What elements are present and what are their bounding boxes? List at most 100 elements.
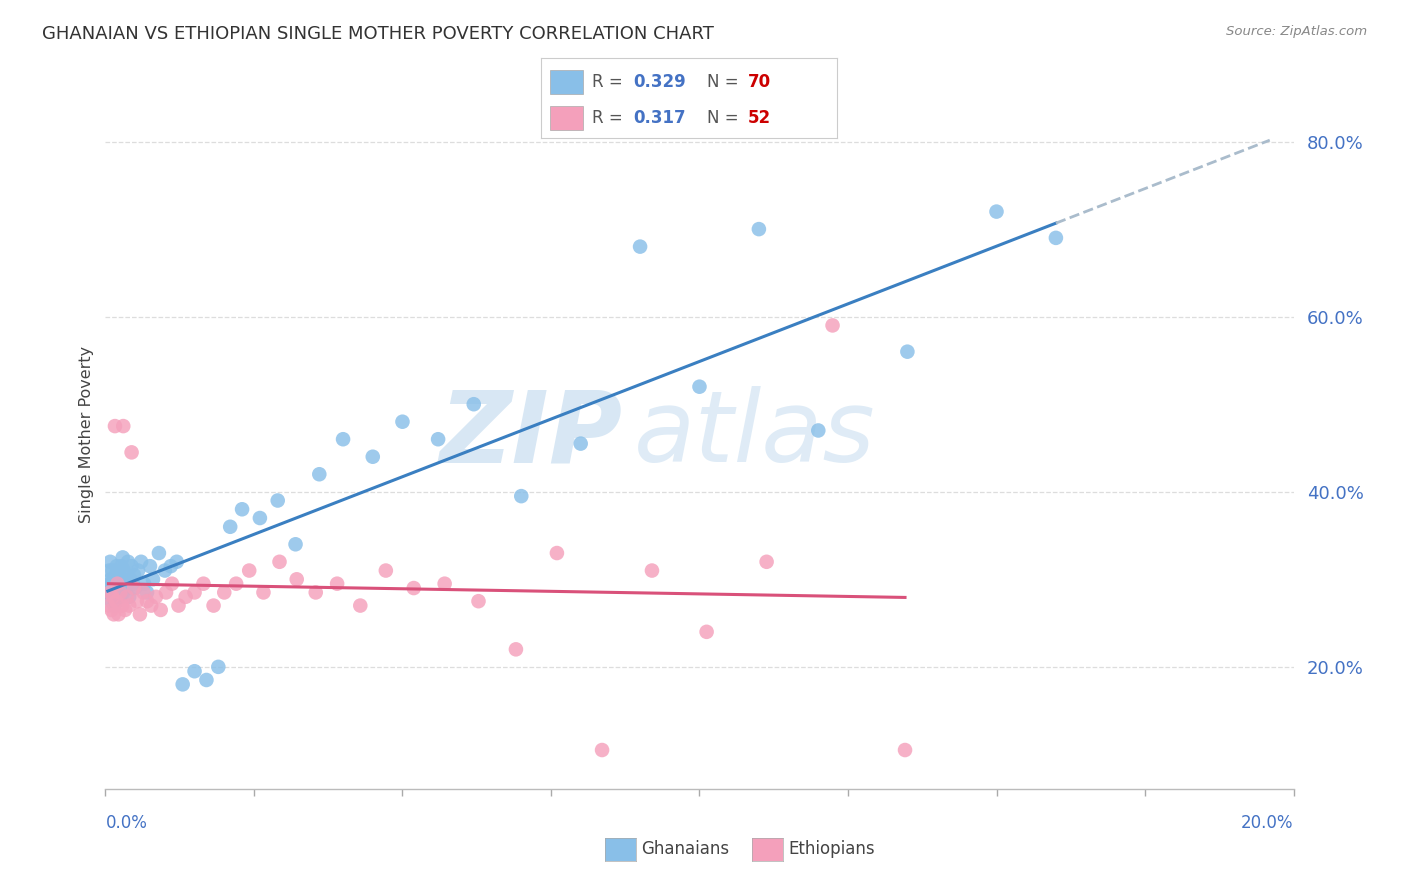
Point (174, 590, 197, 604)
Text: 52: 52 (748, 109, 770, 128)
Point (129, 555, 152, 569)
Point (225, 576, 247, 591)
Point (114, 603, 136, 617)
Point (139, 559, 162, 574)
Point (821, 318, 844, 333)
Point (108, 564, 131, 578)
Point (104, 590, 127, 604)
Point (195, 673, 218, 687)
Point (101, 576, 124, 591)
Point (105, 559, 128, 574)
Point (101, 590, 124, 604)
Point (105, 585, 128, 599)
Point (1045, 231, 1067, 245)
Point (361, 450, 384, 464)
Point (467, 594, 489, 608)
Point (193, 576, 215, 591)
Point (115, 590, 138, 604)
Point (122, 568, 145, 582)
Point (111, 599, 134, 613)
Point (986, 204, 1008, 219)
Point (107, 576, 129, 591)
Point (332, 432, 354, 446)
Point (111, 576, 134, 591)
Point (628, 239, 651, 253)
Point (183, 585, 205, 599)
Point (349, 599, 371, 613)
Point (427, 432, 450, 446)
Point (117, 555, 139, 569)
FancyBboxPatch shape (550, 70, 582, 95)
Point (120, 572, 142, 586)
Point (308, 467, 330, 482)
Point (148, 546, 170, 560)
Point (105, 576, 128, 591)
Text: 0.317: 0.317 (633, 109, 686, 128)
Text: R =: R = (592, 109, 627, 128)
Text: N =: N = (707, 73, 744, 91)
Point (132, 576, 155, 591)
Text: Ethiopians: Ethiopians (789, 840, 876, 858)
Point (118, 599, 141, 613)
Point (149, 603, 172, 617)
Point (267, 493, 290, 508)
Point (391, 415, 413, 429)
Point (114, 568, 136, 582)
Text: 0.0%: 0.0% (105, 814, 148, 831)
Point (546, 546, 568, 560)
Y-axis label: Single Mother Poverty: Single Mother Poverty (79, 346, 94, 524)
Point (112, 585, 135, 599)
Point (167, 599, 190, 613)
Point (104, 419, 127, 434)
Point (110, 559, 132, 574)
Point (641, 564, 664, 578)
Point (202, 599, 225, 613)
Point (110, 590, 132, 604)
Point (132, 585, 155, 599)
Point (115, 576, 138, 591)
Point (505, 642, 527, 657)
Point (285, 572, 308, 586)
Point (153, 564, 176, 578)
Text: GHANAIAN VS ETHIOPIAN SINGLE MOTHER POVERTY CORRELATION CHART: GHANAIAN VS ETHIOPIAN SINGLE MOTHER POVE… (42, 25, 714, 43)
Point (105, 594, 128, 608)
Point (129, 607, 152, 622)
Point (125, 594, 148, 608)
Point (103, 599, 125, 613)
Point (98, 585, 121, 599)
Point (172, 677, 194, 691)
Point (112, 564, 135, 578)
Point (98, 555, 121, 569)
Point (107, 607, 129, 622)
Point (252, 585, 274, 599)
Point (100, 594, 122, 608)
Text: 70: 70 (748, 73, 770, 91)
Point (689, 380, 711, 394)
Point (326, 576, 349, 591)
Point (160, 576, 183, 591)
Point (219, 520, 242, 534)
Point (124, 581, 146, 595)
Point (894, 743, 917, 757)
Text: 0.329: 0.329 (633, 73, 686, 91)
Point (249, 511, 271, 525)
Point (755, 555, 778, 569)
Point (696, 624, 718, 639)
Point (155, 585, 177, 599)
Point (807, 424, 830, 438)
Point (103, 607, 125, 622)
Point (112, 419, 135, 434)
Point (118, 590, 141, 604)
Point (183, 664, 205, 679)
Point (97, 599, 120, 613)
Point (100, 572, 122, 586)
Point (98, 576, 121, 591)
Point (104, 581, 127, 595)
Point (111, 550, 134, 565)
Point (107, 572, 129, 586)
Text: Source: ZipAtlas.com: Source: ZipAtlas.com (1226, 25, 1367, 38)
Point (97, 585, 120, 599)
FancyBboxPatch shape (550, 106, 582, 130)
Text: atlas: atlas (634, 386, 876, 483)
Point (101, 585, 124, 599)
